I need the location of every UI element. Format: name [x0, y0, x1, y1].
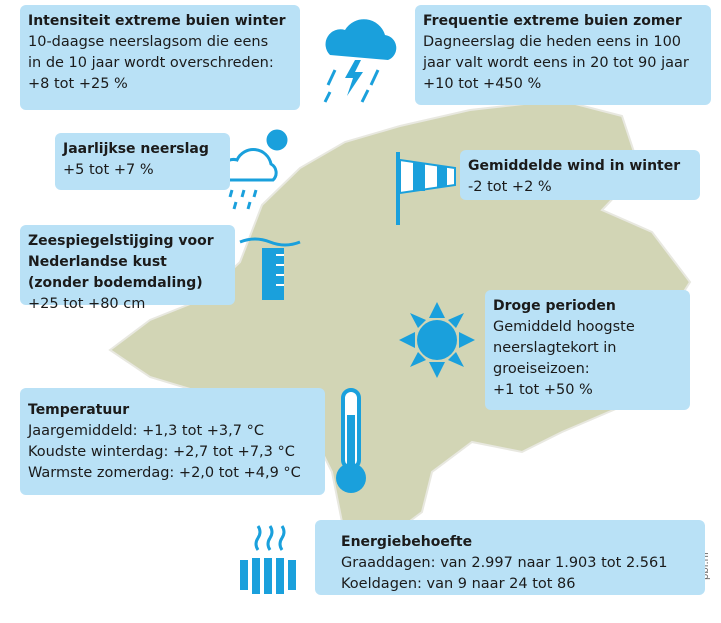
info-panel: Droge perioden Gemiddeld hoogste neerslagt… — [485, 290, 690, 410]
panel-text: +5 tot +7 % — [63, 162, 154, 178]
icons — [219, 19, 475, 594]
panel-text: 10-daagse neerslagsom die eens — [28, 34, 269, 50]
panel-title: Frequentie extreme buien zomer — [423, 13, 682, 29]
panel-title: Energiebehoefte — [341, 534, 473, 550]
panel-text: Gemiddeld hoogste — [493, 319, 635, 335]
panel-title: Jaarlijkse neerslag — [63, 141, 209, 157]
panel-text: +10 tot +450 % — [423, 76, 542, 92]
panel-text: Koeldagen: van 9 naar 24 tot 86 — [341, 576, 576, 592]
panel-title: (zonder bodemdaling) — [28, 275, 203, 291]
panel-text: Dagneerslag die heden eens in 100 — [423, 34, 682, 50]
panel-text: Graaddagen: van 2.997 naar 1.903 tot 2.5… — [341, 555, 668, 571]
panel-text: Koudste winterdag: +2,7 tot +7,3 °C — [28, 444, 295, 460]
panel-title: Zeespiegelstijging voor — [28, 233, 214, 249]
panel-text: in de 10 jaar wordt overschreden: — [28, 55, 274, 71]
panel-title: Temperatuur — [28, 402, 130, 418]
panel-text: jaar valt wordt eens in 20 tot 90 jaar — [423, 55, 689, 71]
panel-title: Droge perioden — [493, 298, 616, 314]
info-panel: Temperatuur Jaargemiddeld: +1,3 tot +3,7 … — [20, 388, 325, 495]
panel-text: +25 tot +80 cm — [28, 296, 146, 312]
info-panel: Gemiddelde wind in winter -2 tot +2 % — [460, 150, 700, 200]
panel-text: Warmste zomerdag: +2,0 tot +4,9 °C — [28, 465, 301, 481]
info-panel: Intensiteit extreme buien winter 10-daags… — [20, 5, 300, 110]
panel-title: Intensiteit extreme buien winter — [28, 13, 286, 29]
info-panel: Frequentie extreme buien zomer Dagneersla… — [415, 5, 711, 105]
panel-title: Nederlandse kust — [28, 254, 167, 270]
panel-text: -2 tot +2 % — [468, 179, 552, 195]
info-panel: Energiebehoefte Graaddagen: van 2.997 naa… — [315, 520, 705, 595]
panel-title: Gemiddelde wind in winter — [468, 158, 681, 174]
panel-text: +8 tot +25 % — [28, 76, 128, 92]
info-panel: Zeespiegelstijging voor Nederlandse kust (… — [20, 225, 235, 312]
info-panel: Jaarlijkse neerslag +5 tot +7 % — [55, 133, 230, 190]
panel-text: +1 tot +50 % — [493, 382, 593, 398]
panel-text: neerslagtekort in — [493, 340, 617, 356]
panel-text: groeiseizoen: — [493, 361, 590, 377]
panel-text: Jaargemiddeld: +1,3 tot +3,7 °C — [28, 423, 264, 439]
